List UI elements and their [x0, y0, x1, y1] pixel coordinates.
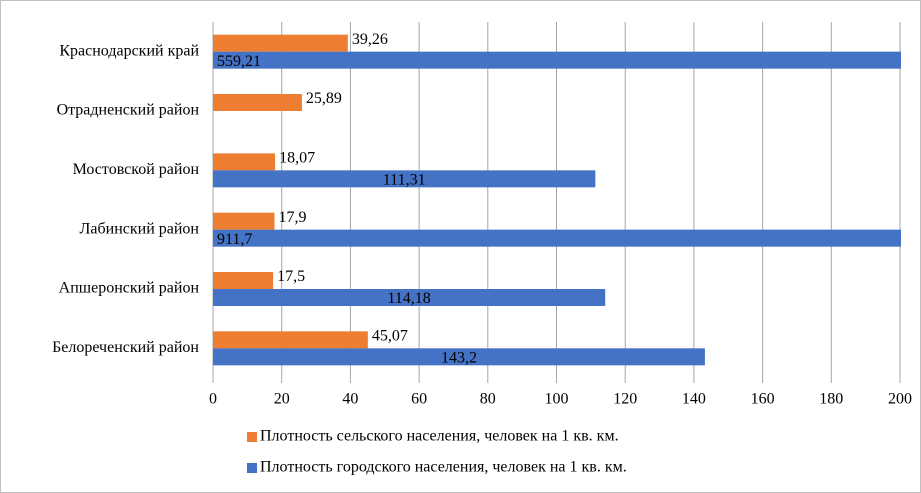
x-tick-label: 120	[613, 391, 637, 408]
x-tick-label: 200	[888, 391, 912, 408]
data-label: 39,26	[352, 31, 388, 48]
bar	[213, 272, 274, 289]
bar	[213, 34, 348, 52]
data-label: 911,7	[217, 231, 252, 248]
legend-label: Плотность городского населения, человек …	[260, 459, 627, 476]
y-tick-label: Лабинский район	[80, 220, 200, 237]
plot-area	[213, 34, 901, 366]
x-tick-label: 180	[819, 391, 843, 408]
data-label: 114,18	[387, 290, 430, 307]
x-tick-label: 20	[274, 391, 290, 408]
x-tick-label: 100	[545, 391, 569, 408]
data-label: 17,5	[277, 268, 305, 285]
data-label: 559,21	[217, 53, 261, 70]
legend-swatch	[247, 463, 257, 473]
x-tick-label: 80	[480, 391, 496, 408]
data-label: 17,9	[278, 209, 306, 226]
x-tick-label: 0	[209, 391, 217, 408]
bar	[213, 51, 901, 69]
bar	[213, 331, 368, 349]
bar	[213, 348, 705, 366]
y-tick-label: Белореченский район	[52, 339, 199, 356]
bar	[213, 289, 606, 306]
data-label: 18,07	[279, 150, 315, 167]
data-label: 111,31	[383, 172, 426, 189]
x-tick-label: 60	[411, 391, 427, 408]
y-tick-label: Краснодарский край	[59, 42, 199, 59]
data-label: 143,2	[441, 350, 477, 367]
bar	[213, 153, 276, 171]
legend-swatch	[247, 432, 257, 442]
x-tick-label: 40	[342, 391, 358, 408]
legend-label: Плотность сельского населения, человек н…	[260, 428, 619, 445]
data-label: 45,07	[372, 328, 408, 345]
bar	[213, 212, 275, 230]
bar	[213, 94, 302, 111]
x-tick-label: 160	[751, 391, 775, 408]
y-tick-label: Апшеронский район	[59, 280, 200, 297]
x-tick-label: 140	[682, 391, 706, 408]
data-label: 25,89	[306, 90, 342, 107]
y-tick-label: Мостовской район	[73, 161, 200, 178]
bar	[213, 229, 901, 247]
y-tick-label: Отрадненский район	[57, 102, 200, 119]
bar	[213, 170, 596, 188]
